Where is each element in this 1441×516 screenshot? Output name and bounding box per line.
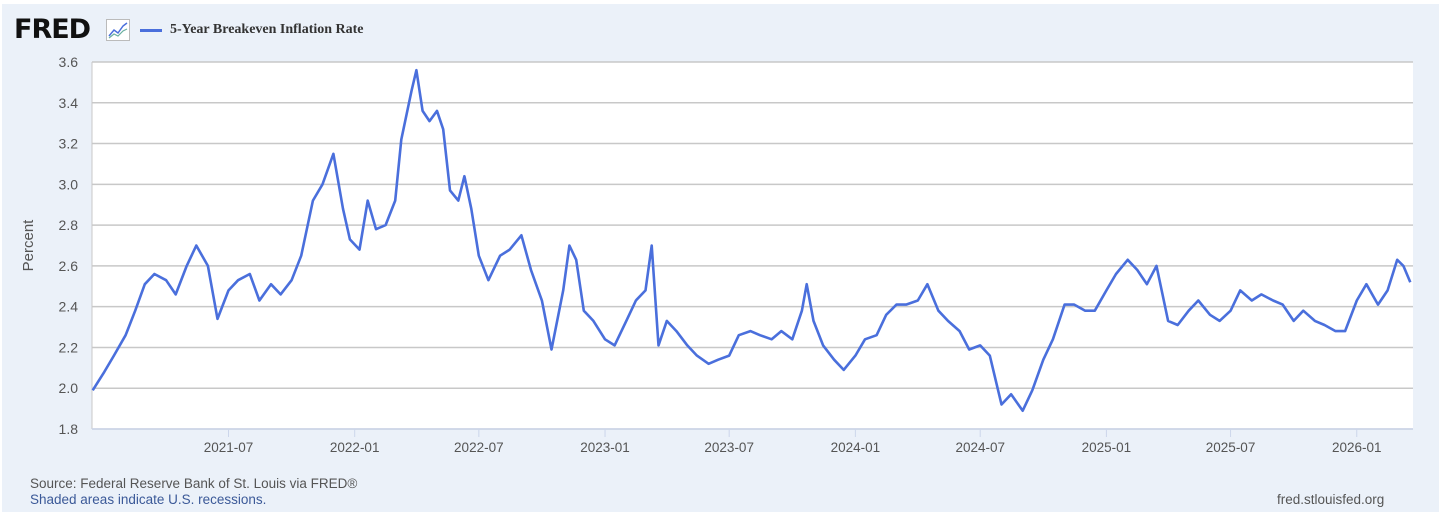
x-tick-label: 2025-01 — [1082, 440, 1132, 455]
line-chart-icon[interactable] — [106, 19, 130, 41]
site-link[interactable]: fred.stlouisfed.org — [1277, 492, 1385, 507]
recessions-note[interactable]: Shaded areas indicate U.S. recessions. — [30, 492, 267, 507]
fred-logo[interactable]: FRED — [14, 14, 91, 45]
x-tick-label: 2023-01 — [580, 440, 630, 455]
x-tick-label: 2023-07 — [704, 440, 754, 455]
x-tick-label: 2026-01 — [1332, 440, 1382, 455]
y-tick-label: 2.0 — [59, 380, 79, 396]
y-tick-label: 2.2 — [59, 339, 79, 355]
x-tick-label: 2022-01 — [330, 440, 380, 455]
y-axis-label: Percent — [20, 219, 37, 272]
x-tick-label: 2024-01 — [831, 440, 881, 455]
y-tick-label: 2.8 — [59, 217, 79, 233]
legend-label: 5-Year Breakeven Inflation Rate — [170, 22, 364, 37]
y-tick-label: 3.6 — [59, 54, 79, 70]
source-note: Source: Federal Reserve Bank of St. Loui… — [30, 476, 358, 491]
plot-area — [92, 62, 1413, 429]
x-tick-label: 2022-07 — [454, 440, 504, 455]
x-tick-label: 2021-07 — [204, 440, 254, 455]
legend: 5-Year Breakeven Inflation Rate — [140, 22, 364, 38]
y-tick-label: 2.4 — [59, 299, 79, 315]
y-tick-label: 3.2 — [59, 136, 79, 152]
y-tick-label: 1.8 — [59, 421, 79, 437]
series-line — [91, 68, 1412, 413]
legend-swatch — [140, 28, 162, 32]
y-tick-label: 3.4 — [59, 95, 79, 111]
x-tick-label: 2024-07 — [955, 440, 1005, 455]
y-tick-label: 2.6 — [59, 258, 79, 274]
x-tick-label: 2025-07 — [1206, 440, 1256, 455]
y-tick-label: 3.0 — [59, 176, 79, 192]
